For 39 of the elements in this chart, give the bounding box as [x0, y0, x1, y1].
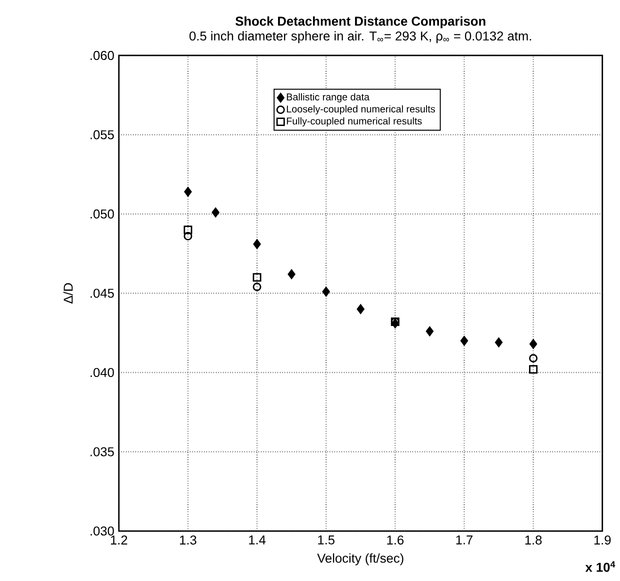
- point: [184, 187, 192, 197]
- point: [530, 339, 538, 350]
- text: x 10$^{4}$: [585, 561, 616, 572]
- y-tick-label: .060: [90, 51, 114, 60]
- legend-label: Loosely-coupled numerical results: [286, 105, 435, 115]
- point: [529, 365, 538, 374]
- legend-label: Fully-coupled numerical results: [286, 117, 422, 127]
- point: [529, 354, 538, 363]
- point: [426, 326, 434, 336]
- legend-label: Ballistic range data: [286, 93, 370, 103]
- point: [460, 336, 468, 346]
- point: [184, 232, 192, 241]
- y-tick-label: .040: [90, 368, 114, 378]
- point: [253, 239, 261, 250]
- point: [356, 304, 364, 314]
- x-tick-label: 1.2: [110, 536, 128, 545]
- point: [184, 226, 192, 234]
- y-axis-title: Δ/D: [63, 283, 73, 304]
- y-tick-label: .045: [90, 288, 114, 298]
- x-tick-label: 1.5: [318, 536, 334, 545]
- x-tick-label: 1.4: [249, 536, 266, 545]
- chart-subtitle: 0.5 inch diameter sphere in air. T$_{∞}$= 293 K, ρ$_{∞}$ = 0.0132 atm.: [190, 31, 532, 44]
- point: [288, 270, 296, 280]
- y-tick-label: .035: [90, 447, 114, 457]
- x-axis-title: Velocity (ft/sec): [317, 554, 404, 566]
- point: [212, 208, 220, 218]
- point: [494, 338, 503, 348]
- y-tick-label: .030: [90, 526, 114, 536]
- x-tick-label: 1.9: [594, 536, 611, 545]
- y-tick-label: .055: [90, 130, 114, 140]
- point: [252, 282, 262, 292]
- x-tick-label: 1.7: [456, 536, 472, 545]
- y-tick-label: .050: [90, 210, 114, 219]
- chart-title: Shock Detachment Distance Comparison: [236, 16, 486, 29]
- point: [252, 273, 262, 282]
- x-tick-label: 1.3: [180, 536, 196, 545]
- x-tick-label: 1.6: [387, 536, 404, 545]
- x-tick-label: 1.8: [525, 536, 542, 545]
- point: [322, 287, 330, 297]
